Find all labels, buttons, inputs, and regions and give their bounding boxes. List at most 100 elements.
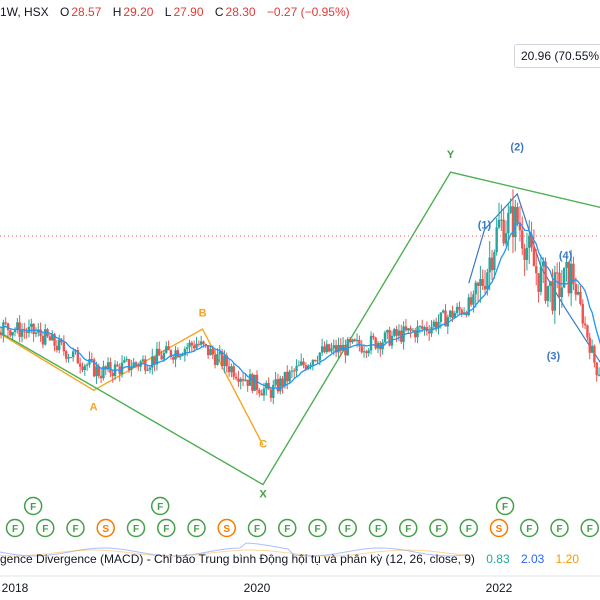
candle-body (393, 329, 396, 336)
close-label: C (214, 5, 224, 19)
candle-body (300, 361, 303, 366)
candle-body (92, 359, 96, 377)
candle-body (39, 329, 42, 337)
event-badge-icon (66, 518, 85, 538)
wave-label: (2) (510, 142, 524, 154)
candle-body (367, 350, 370, 354)
candle-body (6, 323, 10, 331)
candle-body (586, 325, 589, 338)
candle-body (120, 362, 124, 375)
candle-body (316, 360, 319, 362)
candle-body (518, 222, 522, 231)
candle-body (530, 235, 533, 248)
candle-body (51, 334, 54, 341)
event-badge-letter: F (556, 524, 562, 535)
candle-body (153, 356, 156, 365)
macd-legend[interactable]: gence Divergence (MACD) - Chỉ báo Trung … (0, 552, 579, 566)
event-badge-letter: F (375, 524, 381, 535)
wave-label: B (199, 307, 207, 319)
candle-body (213, 354, 217, 365)
candle-body (511, 206, 515, 238)
candle-body (188, 342, 191, 348)
candle-body (158, 348, 161, 356)
candle-body (37, 329, 40, 333)
candle-body (439, 312, 443, 322)
open-value: 28.57 (71, 5, 102, 19)
event-badge-letter: F (284, 524, 290, 535)
macd-signal-line (0, 549, 469, 557)
candle-body (455, 306, 459, 314)
candle-body (211, 349, 214, 355)
event-badge-icon (520, 518, 539, 538)
candle-body (44, 329, 47, 345)
event-badge-icon (459, 518, 478, 538)
candle-body (572, 263, 575, 285)
event-badge-icon (157, 518, 176, 538)
candle-body (183, 348, 187, 356)
candle-body (590, 345, 594, 353)
candle-body (437, 321, 440, 329)
candle-body (555, 272, 559, 274)
change-value: −0.27 (−0.95%) (266, 5, 350, 19)
moving-average-line (0, 222, 600, 391)
candle-body (241, 379, 245, 381)
candle-body (206, 345, 210, 356)
candle-body (358, 339, 361, 347)
candle-body (227, 366, 231, 373)
symbol-label: 1W, HSX (0, 5, 49, 19)
candle-body (597, 374, 600, 376)
event-badge-icon (5, 518, 25, 538)
candle-body (16, 322, 19, 331)
candle-body (148, 367, 152, 370)
candle-body (569, 263, 573, 294)
candle-body (588, 337, 591, 353)
candle-body (216, 354, 219, 365)
candle-body (11, 332, 14, 336)
candle-body (190, 342, 194, 346)
event-badge-letter: F (587, 524, 593, 535)
event-badge-icon (580, 518, 599, 538)
candle-body (41, 336, 45, 345)
candle-body (334, 345, 338, 353)
candle-body (451, 310, 454, 318)
candle-body (71, 351, 75, 358)
candle-body (234, 376, 238, 379)
candle-body (460, 309, 463, 314)
candle-body (535, 266, 538, 274)
candle-body (232, 366, 235, 377)
candle-body (360, 346, 363, 353)
high-value: 29.20 (123, 5, 154, 19)
candle-body (60, 339, 63, 343)
candle-body (576, 291, 580, 295)
high-label: H (112, 5, 122, 19)
event-badge-icon (278, 518, 297, 538)
candle-body (272, 384, 275, 398)
event-badge-icon (126, 518, 146, 538)
event-badge-icon (247, 518, 267, 538)
close-value: 28.30 (225, 5, 256, 19)
candle-body (125, 359, 128, 361)
candle-body (269, 389, 273, 398)
candle-body (286, 371, 289, 382)
candle-body (239, 379, 242, 382)
candle-body (528, 235, 531, 248)
candle-body (595, 362, 598, 376)
event-badge-letter: S (102, 524, 109, 535)
candle-body (262, 388, 266, 396)
event-badge-icon (338, 518, 357, 538)
event-badge-letter: F (193, 524, 199, 535)
event-badge-letter: F (405, 524, 411, 535)
candle-body (90, 359, 93, 361)
candle-body (237, 378, 240, 382)
candle-body (400, 330, 403, 342)
candle-body (32, 323, 35, 335)
candle-body (95, 366, 98, 377)
candle-body (144, 359, 147, 371)
candle-body (309, 364, 312, 366)
event-badge-letter: F (526, 524, 532, 535)
candle-body (562, 267, 566, 288)
candle-body (355, 339, 359, 342)
candle-body (507, 212, 510, 234)
candle-body (544, 261, 547, 301)
